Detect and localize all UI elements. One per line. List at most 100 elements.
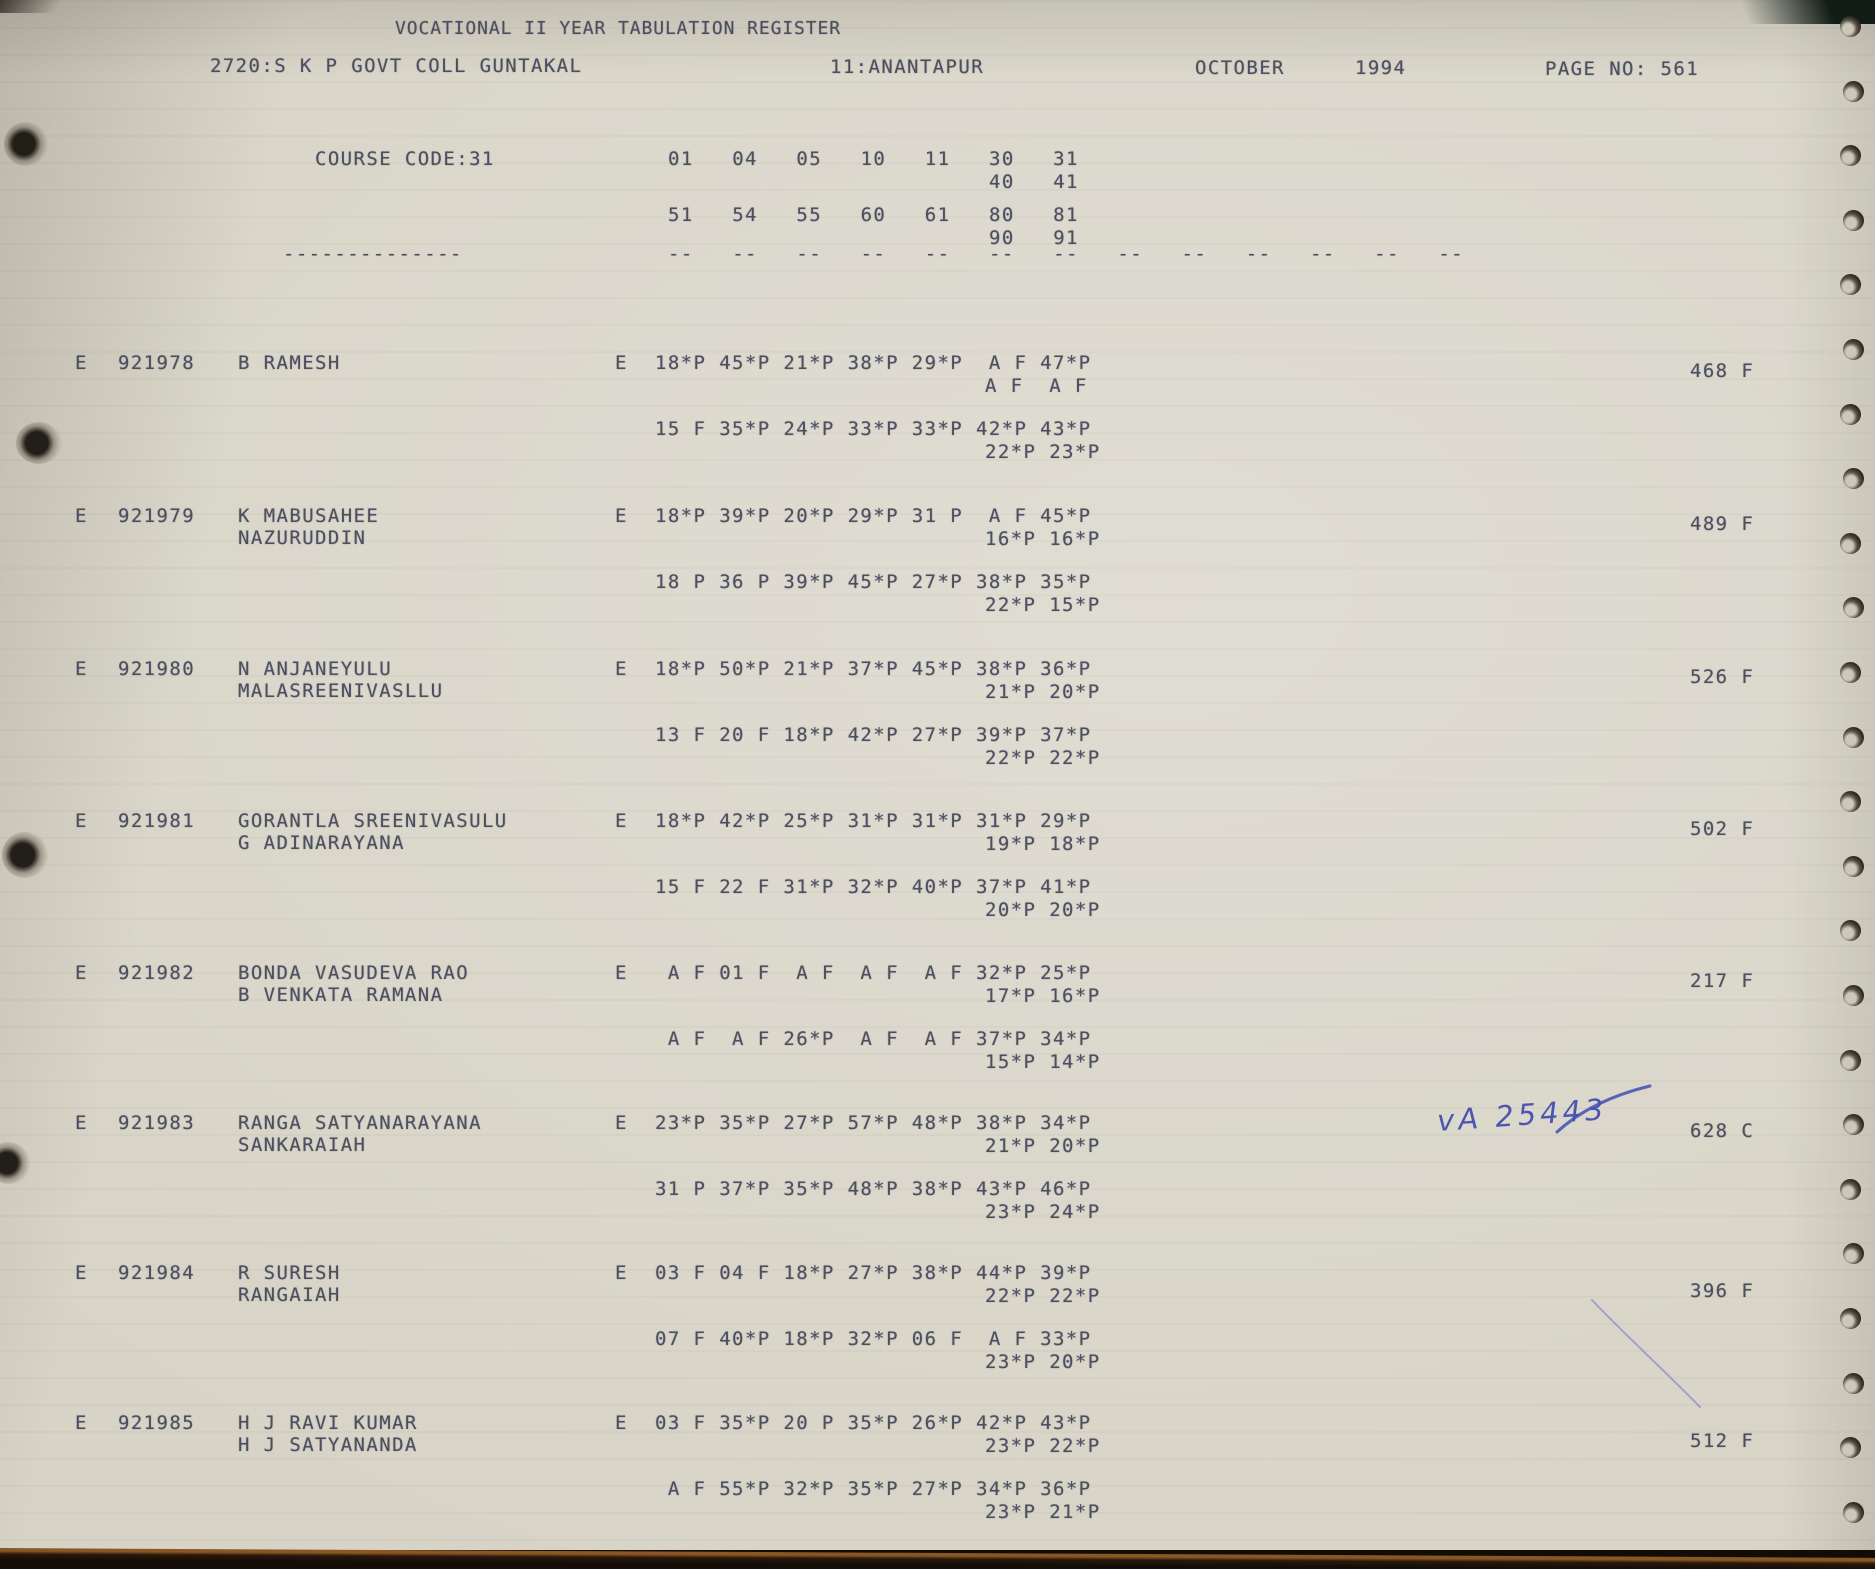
marks-line1-extra: 21*P 20*P bbox=[985, 681, 1101, 703]
punch-hole bbox=[16, 422, 62, 464]
marks-line1: 03 F 04 F 18*P 27*P 38*P 44*P 39*P bbox=[655, 1262, 1092, 1284]
student-regno: 921979 bbox=[118, 505, 196, 527]
student-name-line2: H J SATYANANDA bbox=[238, 1434, 418, 1456]
student-name: N ANJANEYULU bbox=[238, 658, 393, 680]
sprocket-hole bbox=[1843, 726, 1864, 748]
student-medium: E bbox=[615, 962, 628, 984]
marks-line1-extra: 16*P 16*P bbox=[985, 528, 1101, 550]
sprocket-hole bbox=[1843, 1372, 1864, 1394]
student-regno: 921978 bbox=[118, 352, 196, 374]
student-flag: E bbox=[75, 1412, 88, 1434]
marks-line2: 18 P 36 P 39*P 45*P 27*P 38*P 35*P bbox=[655, 571, 1092, 593]
sprocket-hole bbox=[1843, 597, 1864, 619]
student-medium: E bbox=[615, 810, 628, 832]
student-regno: 921983 bbox=[118, 1112, 196, 1134]
subject-codes-row1-extra: 40 41 bbox=[989, 171, 1079, 193]
sprocket-hole bbox=[1843, 339, 1864, 360]
marks-line1: 23*P 35*P 27*P 57*P 48*P 38*P 34*P bbox=[655, 1112, 1092, 1134]
sprocket-hole bbox=[1840, 791, 1861, 813]
sprocket-hole bbox=[1840, 16, 1861, 37]
sprocket-hole bbox=[1843, 80, 1864, 102]
sprocket-hole bbox=[1843, 1501, 1864, 1523]
student-total: 512 F bbox=[1690, 1430, 1755, 1452]
sprocket-hole bbox=[1840, 662, 1861, 683]
student-medium: E bbox=[615, 658, 628, 680]
college-code-name: 2720:S K P GOVT COLL GUNTAKAL bbox=[210, 55, 583, 77]
student-regno: 921985 bbox=[118, 1412, 196, 1434]
punch-hole bbox=[0, 1142, 30, 1184]
course-code-label: COURSE CODE:31 bbox=[315, 148, 495, 170]
sprocket-hole bbox=[1840, 145, 1861, 167]
sprocket-hole bbox=[1840, 532, 1861, 554]
marks-columns-underline: -- -- -- -- -- -- -- -- -- -- -- -- -- bbox=[668, 243, 1465, 265]
student-total: 396 F bbox=[1690, 1280, 1755, 1302]
sprocket-hole bbox=[1843, 468, 1864, 490]
marks-line1: 18*P 50*P 21*P 37*P 45*P 38*P 36*P bbox=[655, 658, 1092, 680]
sprocket-hole bbox=[1843, 209, 1864, 231]
student-flag: E bbox=[75, 810, 88, 832]
sprocket-hole bbox=[1840, 403, 1861, 425]
register-title: VOCATIONAL II YEAR TABULATION REGISTER bbox=[395, 18, 842, 39]
marks-line2: 15 F 35*P 24*P 33*P 33*P 42*P 43*P bbox=[655, 418, 1092, 440]
page-bottom-edge bbox=[0, 1548, 1875, 1569]
student-medium: E bbox=[615, 1262, 628, 1284]
marks-line2-extra: 22*P 22*P bbox=[985, 747, 1101, 769]
punch-hole bbox=[4, 122, 48, 166]
student-name: RANGA SATYANARAYANA bbox=[238, 1112, 482, 1134]
student-name: BONDA VASUDEVA RAO bbox=[238, 962, 470, 984]
student-regno: 921982 bbox=[118, 962, 196, 984]
student-medium: E bbox=[615, 352, 628, 374]
student-flag: E bbox=[75, 352, 88, 374]
student-name-line2: RANGAIAH bbox=[238, 1284, 341, 1306]
pen-faint-stroke bbox=[1591, 1299, 1701, 1408]
scan-corner-shadow bbox=[0, 0, 70, 13]
marks-line2: 31 P 37*P 35*P 48*P 38*P 43*P 46*P bbox=[655, 1178, 1092, 1200]
student-flag: E bbox=[75, 1112, 88, 1134]
marks-line1: 18*P 39*P 20*P 29*P 31 P A F 45*P bbox=[655, 505, 1092, 527]
sprocket-hole bbox=[1843, 1243, 1864, 1265]
marks-line1-extra: 17*P 16*P bbox=[985, 985, 1101, 1007]
student-name: K MABUSAHEE bbox=[238, 505, 380, 527]
marks-line2: 15 F 22 F 31*P 32*P 40*P 37*P 41*P bbox=[655, 876, 1092, 898]
student-name-line2: G ADINARAYANA bbox=[238, 832, 405, 854]
student-name: R SURESH bbox=[238, 1262, 341, 1284]
marks-line2-extra: 15*P 14*P bbox=[985, 1051, 1101, 1073]
student-flag: E bbox=[75, 1262, 88, 1284]
student-name-line2: MALASREENIVASLLU bbox=[238, 680, 444, 702]
student-total: 489 F bbox=[1690, 513, 1755, 535]
subject-codes-row1: 01 04 05 10 11 30 31 bbox=[668, 148, 1079, 170]
subject-codes-row2-extra: 90 91 bbox=[989, 227, 1079, 249]
student-name-line2: SANKARAIAH bbox=[238, 1134, 367, 1156]
sprocket-hole bbox=[1840, 1049, 1861, 1071]
student-name-line2: NAZURUDDIN bbox=[238, 527, 367, 549]
sprocket-hole bbox=[1840, 1308, 1861, 1329]
marks-line1: 18*P 45*P 21*P 38*P 29*P A F 47*P bbox=[655, 352, 1092, 374]
student-name: GORANTLA SREENIVASULU bbox=[238, 810, 508, 832]
student-name: B RAMESH bbox=[238, 352, 341, 374]
district-code-name: 11:ANANTAPUR bbox=[830, 56, 985, 78]
marks-line1-extra: 21*P 20*P bbox=[985, 1135, 1101, 1157]
marks-line1: 18*P 42*P 25*P 31*P 31*P 31*P 29*P bbox=[655, 810, 1092, 832]
subject-codes-row2: 51 54 55 60 61 80 81 bbox=[668, 204, 1079, 226]
student-flag: E bbox=[75, 505, 88, 527]
page-number: PAGE NO: 561 bbox=[1545, 58, 1700, 80]
student-total: 628 C bbox=[1690, 1120, 1755, 1142]
punch-hole bbox=[2, 832, 48, 878]
student-name: H J RAVI KUMAR bbox=[238, 1412, 418, 1434]
marks-line1-extra: A F A F bbox=[985, 375, 1088, 397]
sprocket-hole bbox=[1843, 1114, 1864, 1136]
name-column-underline: -------------- bbox=[283, 243, 463, 265]
student-medium: E bbox=[615, 505, 628, 527]
marks-line2: A F A F 26*P A F A F 37*P 34*P bbox=[655, 1028, 1092, 1050]
marks-line1-extra: 19*P 18*P bbox=[985, 833, 1101, 855]
marks-line2: 13 F 20 F 18*P 42*P 27*P 39*P 37*P bbox=[655, 724, 1092, 746]
marks-line2-extra: 23*P 21*P bbox=[985, 1501, 1101, 1523]
student-medium: E bbox=[615, 1412, 628, 1434]
student-total: 468 F bbox=[1690, 360, 1755, 382]
marks-line2-extra: 23*P 24*P bbox=[985, 1201, 1101, 1223]
marks-line1: 03 F 35*P 20 P 35*P 26*P 42*P 43*P bbox=[655, 1412, 1092, 1434]
sprocket-hole bbox=[1840, 1178, 1861, 1200]
marks-line1-extra: 23*P 22*P bbox=[985, 1435, 1101, 1457]
